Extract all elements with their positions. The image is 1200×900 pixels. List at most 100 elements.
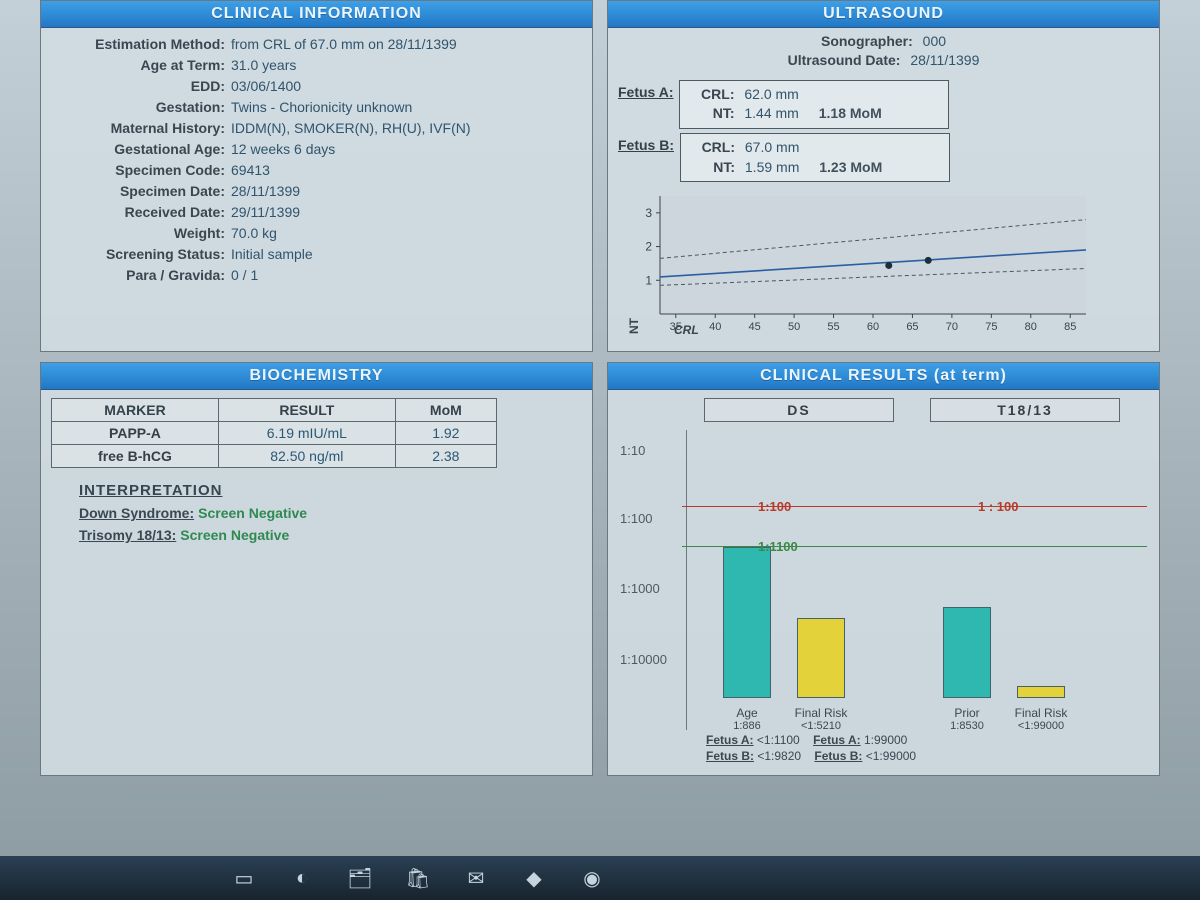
interp-value: Screen Negative: [198, 505, 307, 521]
fetus-b-nt-value: 1.59 mm: [745, 158, 799, 178]
fetus-b-nt-label: NT:: [693, 158, 741, 178]
fetus-a-nt-value: 1.44 mm: [744, 104, 798, 124]
results-ytick: 1:100: [620, 511, 653, 526]
edge-icon[interactable]: ◐: [288, 864, 316, 892]
kv-label: Gestational Age:: [41, 139, 231, 160]
kv-label: Para / Gravida:: [41, 265, 231, 286]
app-icon[interactable]: ◆: [520, 864, 548, 892]
bio-mom: 2.38: [395, 445, 496, 468]
interp-label: Down Syndrome:: [79, 505, 194, 521]
kv-value: 28/11/1399: [231, 181, 584, 202]
store-icon[interactable]: 🛍: [404, 864, 432, 892]
ultrasound-header: ULTRASOUND: [608, 1, 1159, 28]
fetus-b-nt-mom: 1.23 MoM: [819, 159, 882, 175]
fetus-a-nt-mom: 1.18 MoM: [819, 105, 882, 121]
fetus-a-nt-label: NT:: [692, 104, 740, 124]
ultrasound-meta: Sonographer: 000 Ultrasound Date: 28/11/…: [608, 28, 1159, 76]
fetus-a-crl-label: CRL:: [692, 85, 740, 105]
svg-text:45: 45: [749, 321, 761, 333]
file-explorer-icon[interactable]: 🗂: [346, 864, 374, 892]
results-ytick: 1:1000: [620, 581, 660, 596]
clinical-results-header: CLINICAL RESULTS (at term): [608, 363, 1159, 390]
fetus-a-tag: Fetus A:: [618, 84, 673, 100]
clinical-info-header: CLINICAL INFORMATION: [41, 1, 592, 28]
table-row: free B-hCG82.50 ng/ml2.38: [52, 445, 497, 468]
fetus-a-block: Fetus A: CRL: 62.0 mm NT: 1.44 mm 1.18 M…: [618, 80, 1149, 129]
kv-label: Maternal History:: [41, 118, 231, 139]
results-sub-t18: T18/13: [930, 398, 1120, 422]
windows-taskbar[interactable]: ▭ ◐ 🗂 🛍 ✉ ◆ ◉: [0, 856, 1200, 900]
kv-value: 69413: [231, 160, 584, 181]
bio-result: 6.19 mIU/mL: [218, 422, 395, 445]
bio-mom: 1.92: [395, 422, 496, 445]
firefox-icon[interactable]: ◉: [578, 864, 606, 892]
clinical-info-row: Maternal History:IDDM(N), SMOKER(N), RH(…: [41, 118, 584, 139]
biochemistry-header: BIOCHEMISTRY: [41, 363, 592, 390]
col-result: RESULT: [218, 399, 395, 422]
result-bar-label: Final Risk<1:99000: [1011, 706, 1071, 732]
nt-crl-chart: 1233540455055606570758085NTCRL: [624, 190, 1149, 343]
fetus-a-crl-value: 62.0 mm: [744, 85, 798, 105]
bio-marker: free B-hCG: [52, 445, 219, 468]
svg-text:65: 65: [906, 321, 918, 333]
table-row: PAPP-A6.19 mIU/mL1.92: [52, 422, 497, 445]
clinical-info-row: Received Date:29/11/1399: [41, 202, 584, 223]
kv-value: 0 / 1: [231, 265, 584, 286]
kv-label: Age at Term:: [41, 55, 231, 76]
results-chart: Age1:886Final Risk<1:5210Prior1:8530Fina…: [686, 430, 1151, 730]
svg-text:CRL: CRL: [674, 323, 699, 337]
fetus-b-block: Fetus B: CRL: 67.0 mm NT: 1.59 mm 1.23 M…: [618, 133, 1149, 182]
kv-label: Estimation Method:: [41, 34, 231, 55]
us-date-value: 28/11/1399: [910, 51, 979, 70]
kv-label: EDD:: [41, 76, 231, 97]
svg-text:70: 70: [946, 321, 958, 333]
kv-label: Gestation:: [41, 97, 231, 118]
kv-value: 12 weeks 6 days: [231, 139, 584, 160]
clinical-info-panel: CLINICAL INFORMATION Estimation Method:f…: [40, 0, 593, 352]
kv-value: 03/06/1400: [231, 76, 584, 97]
svg-text:2: 2: [645, 240, 652, 254]
mail-icon[interactable]: ✉: [462, 864, 490, 892]
biochemistry-table: MARKER RESULT MoM PAPP-A6.19 mIU/mL1.92f…: [51, 398, 497, 468]
result-bar-label: Prior1:8530: [937, 706, 997, 732]
results-sub-ds: DS: [704, 398, 894, 422]
svg-text:NT: NT: [627, 317, 641, 334]
kv-label: Screening Status:: [41, 244, 231, 265]
clinical-info-row: Age at Term:31.0 years: [41, 55, 584, 76]
bio-marker: PAPP-A: [52, 422, 219, 445]
results-ytick: 1:10000: [620, 652, 667, 667]
col-mom: MoM: [395, 399, 496, 422]
kv-label: Specimen Date:: [41, 181, 231, 202]
svg-text:85: 85: [1064, 321, 1076, 333]
result-bar-label: Final Risk<1:5210: [791, 706, 851, 732]
kv-value: 70.0 kg: [231, 223, 584, 244]
clinical-info-row: Screening Status:Initial sample: [41, 244, 584, 265]
interpretation-header: INTERPRETATION: [51, 476, 582, 503]
kv-value: Initial sample: [231, 244, 584, 265]
result-bar: [797, 618, 845, 699]
biochemistry-panel: BIOCHEMISTRY MARKER RESULT MoM PAPP-A6.1…: [40, 362, 593, 775]
kv-value: 29/11/1399: [231, 202, 584, 223]
ultrasound-panel: ULTRASOUND Sonographer: 000 Ultrasound D…: [607, 0, 1160, 352]
svg-text:40: 40: [709, 321, 721, 333]
task-view-icon[interactable]: ▭: [230, 864, 258, 892]
interpretation-row: Down Syndrome:Screen Negative: [51, 503, 582, 525]
result-bar: [1017, 686, 1065, 699]
table-header-row: MARKER RESULT MoM: [52, 399, 497, 422]
clinical-info-row: Estimation Method:from CRL of 67.0 mm on…: [41, 34, 584, 55]
clinical-info-row: Gestational Age:12 weeks 6 days: [41, 139, 584, 160]
threshold-label: 1 : 100: [978, 499, 1018, 514]
result-bar: [943, 607, 991, 698]
sonographer-label: Sonographer:: [821, 32, 919, 51]
col-marker: MARKER: [52, 399, 219, 422]
clinical-results-panel: CLINICAL RESULTS (at term) DS T18/13 Age…: [607, 362, 1160, 775]
result-bar: [723, 547, 771, 698]
fetus-b-box: CRL: 67.0 mm NT: 1.59 mm 1.23 MoM: [680, 133, 950, 182]
svg-text:1: 1: [645, 273, 652, 287]
results-ytick: 1:10: [620, 443, 645, 458]
svg-text:55: 55: [827, 321, 839, 333]
svg-text:75: 75: [985, 321, 997, 333]
bio-result: 82.50 ng/ml: [218, 445, 395, 468]
kv-label: Specimen Code:: [41, 160, 231, 181]
svg-text:80: 80: [1025, 321, 1037, 333]
